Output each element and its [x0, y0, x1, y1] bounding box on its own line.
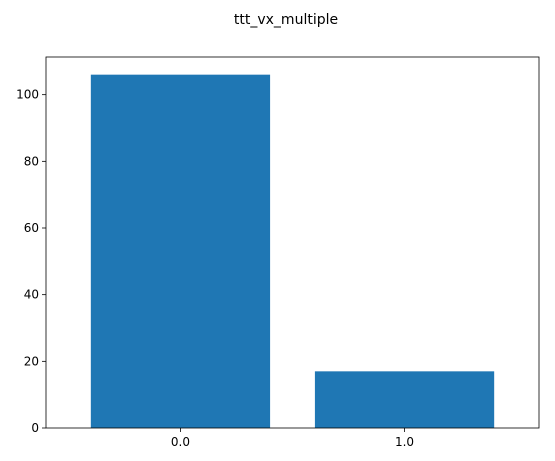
chart-title: ttt_vx_multiple — [234, 12, 338, 28]
y-tick-label-80: 80 — [24, 154, 39, 168]
x-tick-label-0.0: 0.0 — [171, 435, 190, 449]
axes-layer — [45, 56, 540, 429]
ticks-layer: 0 20 40 60 80 100 0.0 1.0 — [16, 88, 414, 449]
y-tick-label-0: 0 — [31, 421, 39, 435]
x-tick-label-1.0: 1.0 — [395, 435, 414, 449]
plot-frame — [45, 56, 540, 429]
y-tick-label-60: 60 — [24, 221, 39, 235]
bar-1.0 — [314, 371, 495, 428]
y-tick-label-40: 40 — [24, 288, 39, 302]
y-tick-label-20: 20 — [24, 354, 39, 368]
bar-0.0 — [90, 74, 271, 429]
y-tick-label-100: 100 — [16, 88, 39, 102]
bars-layer — [90, 74, 495, 429]
